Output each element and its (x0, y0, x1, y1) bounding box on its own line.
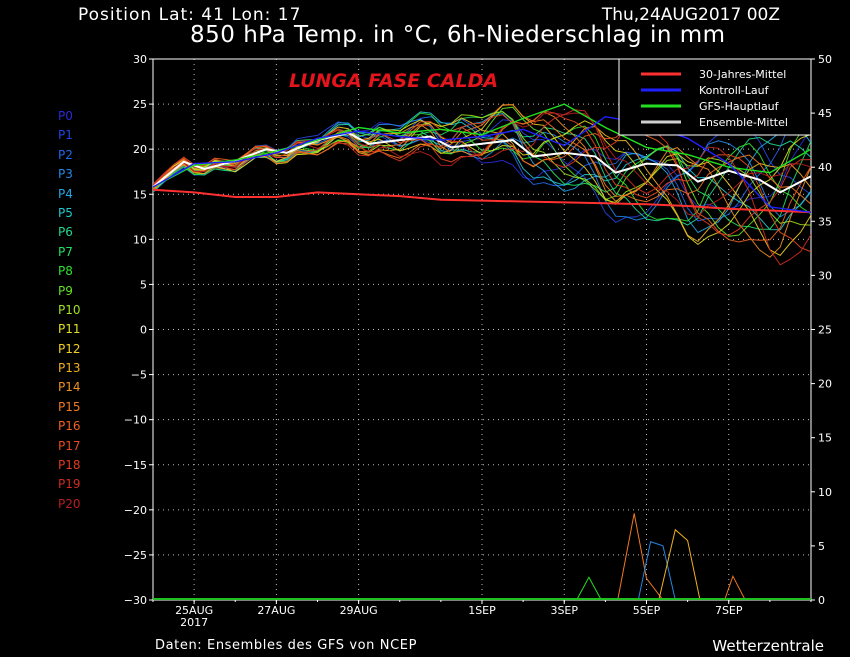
ytick-left-label: 20 (133, 143, 147, 156)
ytick-left-label: −5 (131, 369, 147, 382)
member-label: P6 (58, 225, 73, 240)
run-date: Thu,24AUG2017 00Z (601, 5, 780, 25)
ytick-right-label: 45 (818, 107, 832, 120)
precip-line-3 (658, 528, 701, 600)
xtick-label: 27AUG (257, 604, 295, 617)
legend-label: GFS-Hauptlauf (699, 100, 780, 113)
ytick-left-label: −15 (124, 459, 147, 472)
member-label: P2 (58, 147, 73, 162)
legend-label: Kontroll-Lauf (699, 84, 770, 97)
ytick-right-label: 40 (818, 161, 832, 174)
ytick-left-label: −25 (124, 549, 147, 562)
ytick-right-label: 35 (818, 215, 832, 228)
member-label: P10 (58, 302, 81, 317)
ytick-left-label: −30 (124, 594, 147, 607)
member-line-P20 (153, 112, 811, 218)
member-label: P19 (58, 477, 81, 492)
data-area (153, 102, 811, 600)
series-line-gfs-hauptlauf (153, 103, 811, 188)
ytick-right-label: 50 (818, 53, 832, 66)
legend-label: Ensemble-Mittel (699, 116, 788, 129)
series-line-ensemble-mittel (153, 131, 811, 194)
ytick-left-label: 30 (133, 53, 147, 66)
ytick-right-label: 5 (818, 540, 825, 553)
member-line-P12 (153, 104, 811, 257)
series-line-kontroll-lauf (153, 115, 811, 213)
ytick-left-label: 5 (140, 278, 147, 291)
member-list: P0 P1 P2 P3 P4 P5 P6 P7 P8 P9 P10 P11 P12 P13 P14 P15 P1… (58, 110, 108, 517)
xtick-label: 1SEP (468, 604, 496, 617)
member-label: P12 (58, 341, 81, 356)
member-label: P13 (58, 361, 81, 376)
data-source: Daten: Ensembles des GFS von NCEP (155, 638, 418, 653)
ytick-right-label: 20 (818, 378, 832, 391)
series-line-30-jahres-mittel (153, 188, 811, 214)
ytick-left-label: −20 (124, 504, 147, 517)
ytick-left-label: 15 (133, 188, 147, 201)
member-label: P9 (58, 283, 73, 298)
ytick-right-label: 25 (818, 324, 832, 337)
xtick-label: 7SEP (715, 604, 743, 617)
ytick-left-label: 10 (133, 233, 147, 246)
member-label: P0 (58, 109, 73, 123)
xtick-label: 5SEP (633, 604, 661, 617)
xtick-label: 25AUG (175, 604, 213, 617)
ytick-right-label: 15 (818, 432, 832, 445)
ytick-left-label: 25 (133, 98, 147, 111)
member-label: P15 (58, 399, 81, 414)
xtick-sublabel: 2017 (180, 616, 208, 629)
brand-label: Wetterzentrale (712, 637, 824, 655)
precip-line-0 (576, 576, 602, 600)
member-label: P5 (58, 205, 73, 220)
xtick-label: 3SEP (550, 604, 578, 617)
annotation-text: LUNGA FASE CALDA (289, 70, 498, 92)
member-label: P17 (58, 438, 81, 453)
precip-line-2 (637, 540, 676, 600)
ytick-right-label: 30 (818, 269, 832, 282)
member-label: P18 (58, 458, 81, 473)
ytick-right-label: 0 (818, 594, 825, 607)
member-label: P1 (58, 128, 73, 143)
member-line-P19 (153, 109, 811, 266)
precip-line-1 (617, 513, 664, 600)
precip-line-4 (724, 574, 746, 600)
member-label: P4 (58, 186, 73, 201)
member-label: P11 (58, 322, 81, 337)
member-label: P8 (58, 264, 73, 279)
ytick-left-label: 0 (140, 324, 147, 337)
legend: 30-Jahres-Mittel Kontroll-Lauf GFS-Hauptla… (618, 58, 812, 136)
member-label: P20 (58, 496, 81, 511)
grid (153, 59, 811, 600)
ytick-right-label: 10 (818, 486, 832, 499)
position-label: Position Lat: 41 Lon: 17 (78, 5, 302, 25)
member-label: P16 (58, 419, 81, 434)
chart-title: 850 hPa Temp. in °C, 6h-Niederschlag in … (190, 22, 726, 48)
member-label: P14 (58, 380, 81, 395)
member-label: P7 (58, 244, 73, 259)
member-line-P16 (153, 121, 811, 243)
ytick-left-label: −10 (124, 414, 147, 427)
member-label: P3 (58, 167, 73, 182)
legend-label: 30-Jahres-Mittel (699, 68, 786, 81)
xtick-label: 29AUG (340, 604, 378, 617)
